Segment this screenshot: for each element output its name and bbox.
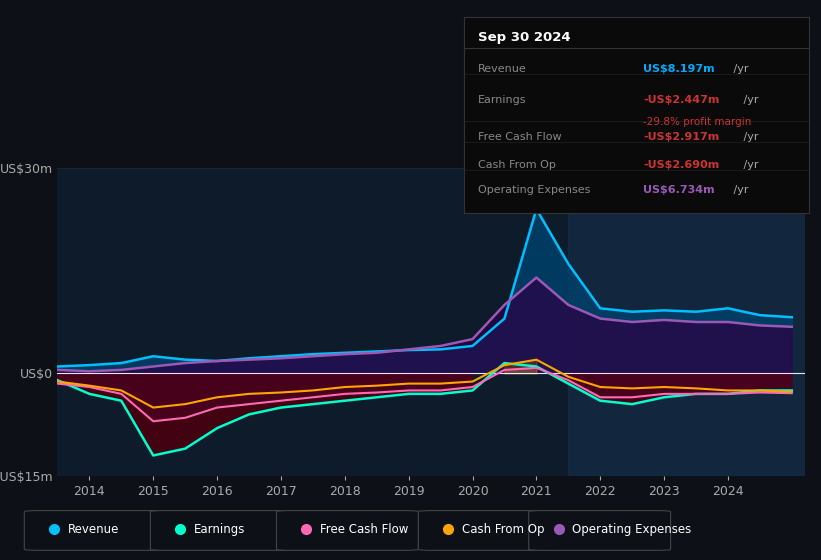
- Text: -US$2.447m: -US$2.447m: [643, 95, 719, 105]
- Text: /yr: /yr: [740, 133, 759, 142]
- Text: /yr: /yr: [730, 64, 749, 74]
- Text: Sep 30 2024: Sep 30 2024: [478, 31, 571, 44]
- Text: US$6.734m: US$6.734m: [643, 185, 715, 195]
- Text: -US$2.690m: -US$2.690m: [643, 160, 719, 170]
- Text: /yr: /yr: [740, 95, 759, 105]
- Text: Cash From Op: Cash From Op: [478, 160, 556, 170]
- Text: Free Cash Flow: Free Cash Flow: [320, 522, 408, 536]
- Text: -29.8% profit margin: -29.8% profit margin: [643, 117, 751, 127]
- Text: Operating Expenses: Operating Expenses: [572, 522, 691, 536]
- Bar: [568, 168, 805, 476]
- FancyBboxPatch shape: [150, 511, 292, 550]
- Text: /yr: /yr: [730, 185, 749, 195]
- Text: Revenue: Revenue: [478, 64, 526, 74]
- FancyBboxPatch shape: [25, 511, 166, 550]
- FancyBboxPatch shape: [419, 511, 560, 550]
- Text: Cash From Op: Cash From Op: [461, 522, 544, 536]
- FancyBboxPatch shape: [277, 511, 419, 550]
- Text: Earnings: Earnings: [478, 95, 526, 105]
- Text: Free Cash Flow: Free Cash Flow: [478, 133, 562, 142]
- Text: -US$2.917m: -US$2.917m: [643, 133, 719, 142]
- FancyBboxPatch shape: [529, 511, 671, 550]
- Text: Revenue: Revenue: [67, 522, 119, 536]
- Text: /yr: /yr: [740, 160, 759, 170]
- Text: US$8.197m: US$8.197m: [643, 64, 715, 74]
- Text: Operating Expenses: Operating Expenses: [478, 185, 590, 195]
- Text: Earnings: Earnings: [194, 522, 245, 536]
